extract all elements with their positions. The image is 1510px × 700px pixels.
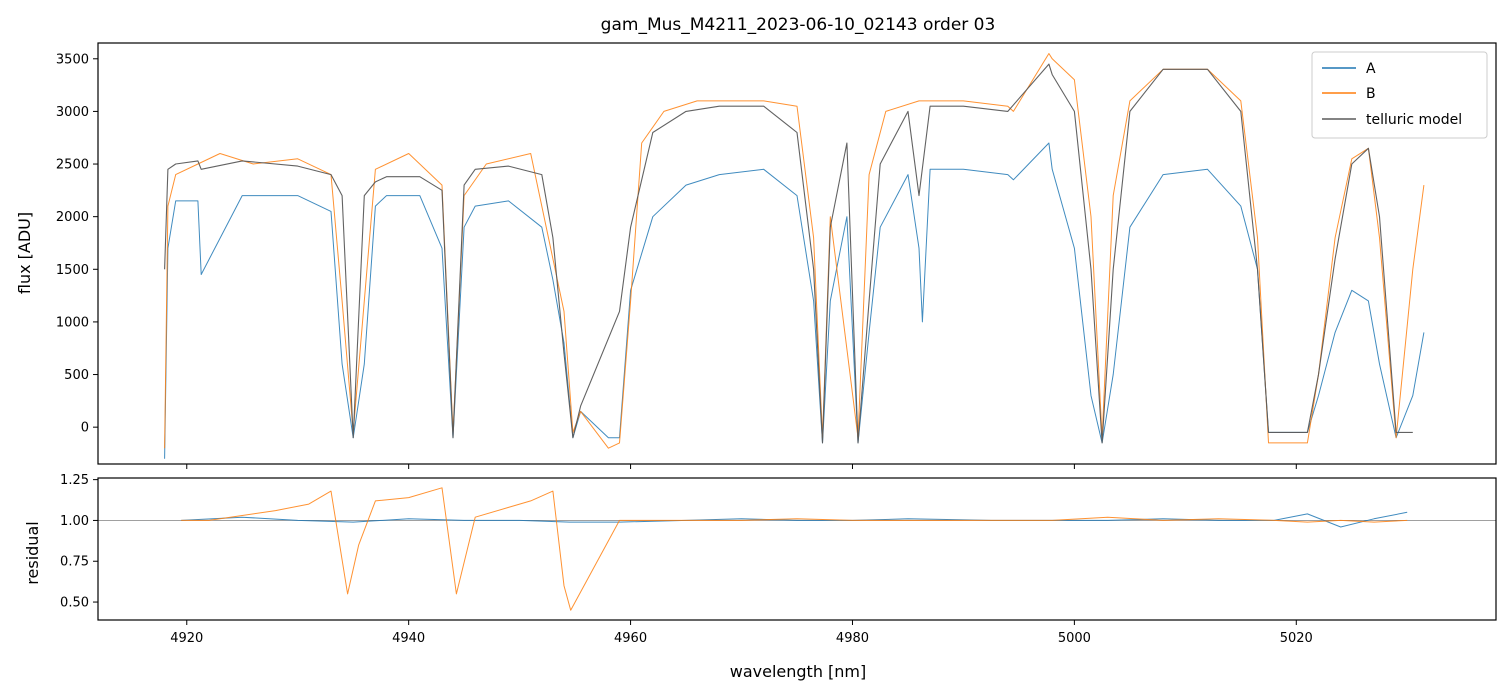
flux-y-tick-label: 3000 — [56, 105, 89, 120]
flux-y-tick-label: 2500 — [56, 158, 89, 173]
residual-series-b — [181, 487, 1408, 611]
residual-x-tick-label: 5000 — [1058, 631, 1091, 646]
legend-label-a: A — [1366, 61, 1376, 77]
flux-y-tick-label: 2000 — [56, 210, 89, 225]
flux-y-tick-label: 0 — [81, 421, 89, 436]
residual-axes-frame — [97, 477, 1497, 621]
legend-label-telluric: telluric model — [1366, 112, 1462, 128]
flux-y-tick-label: 1500 — [56, 263, 89, 278]
residual-y-tick-label: 1.00 — [60, 514, 89, 529]
residual-x-tick-label: 5020 — [1280, 631, 1313, 646]
residual-x-tick-label: 4960 — [614, 631, 647, 646]
flux-series-a — [164, 142, 1425, 459]
residual-x-tick-label: 4920 — [170, 631, 203, 646]
chart-title: gam_Mus_M4211_2023-06-10_02143 order 03 — [601, 15, 996, 35]
flux-y-tick-label: 1000 — [56, 315, 89, 330]
flux-y-axis-label: flux [ADU] — [15, 212, 34, 294]
residual-y-tick-label: 0.75 — [60, 555, 89, 570]
x-axis-label: wavelength [nm] — [730, 662, 867, 681]
residual-y-axis-label: residual — [23, 521, 42, 584]
flux-y-tick-label: 3500 — [56, 52, 89, 67]
flux-y-tick-label: 500 — [64, 368, 89, 383]
residual-y-tick-label: 0.50 — [60, 596, 89, 611]
residual-x-tick-label: 4940 — [392, 631, 425, 646]
residual-series-a — [181, 511, 1408, 528]
flux-series-telluric-model — [164, 63, 1413, 444]
residual-x-tick-label: 4980 — [836, 631, 869, 646]
legend: A B telluric model — [1311, 51, 1488, 139]
legend-box — [1311, 51, 1488, 139]
flux-axes-frame — [97, 42, 1497, 465]
residual-panel: 4920 4940 4960 4980 5000 5020 0.50 0.75 1.00 1.2… — [23, 473, 1497, 681]
legend-label-b: B — [1366, 86, 1376, 102]
flux-panel: 0 500 1000 1500 2000 2500 3000 3500 flux [ADU] — [15, 42, 1497, 469]
flux-series-b — [164, 53, 1425, 449]
residual-y-tick-label: 1.25 — [60, 473, 89, 488]
